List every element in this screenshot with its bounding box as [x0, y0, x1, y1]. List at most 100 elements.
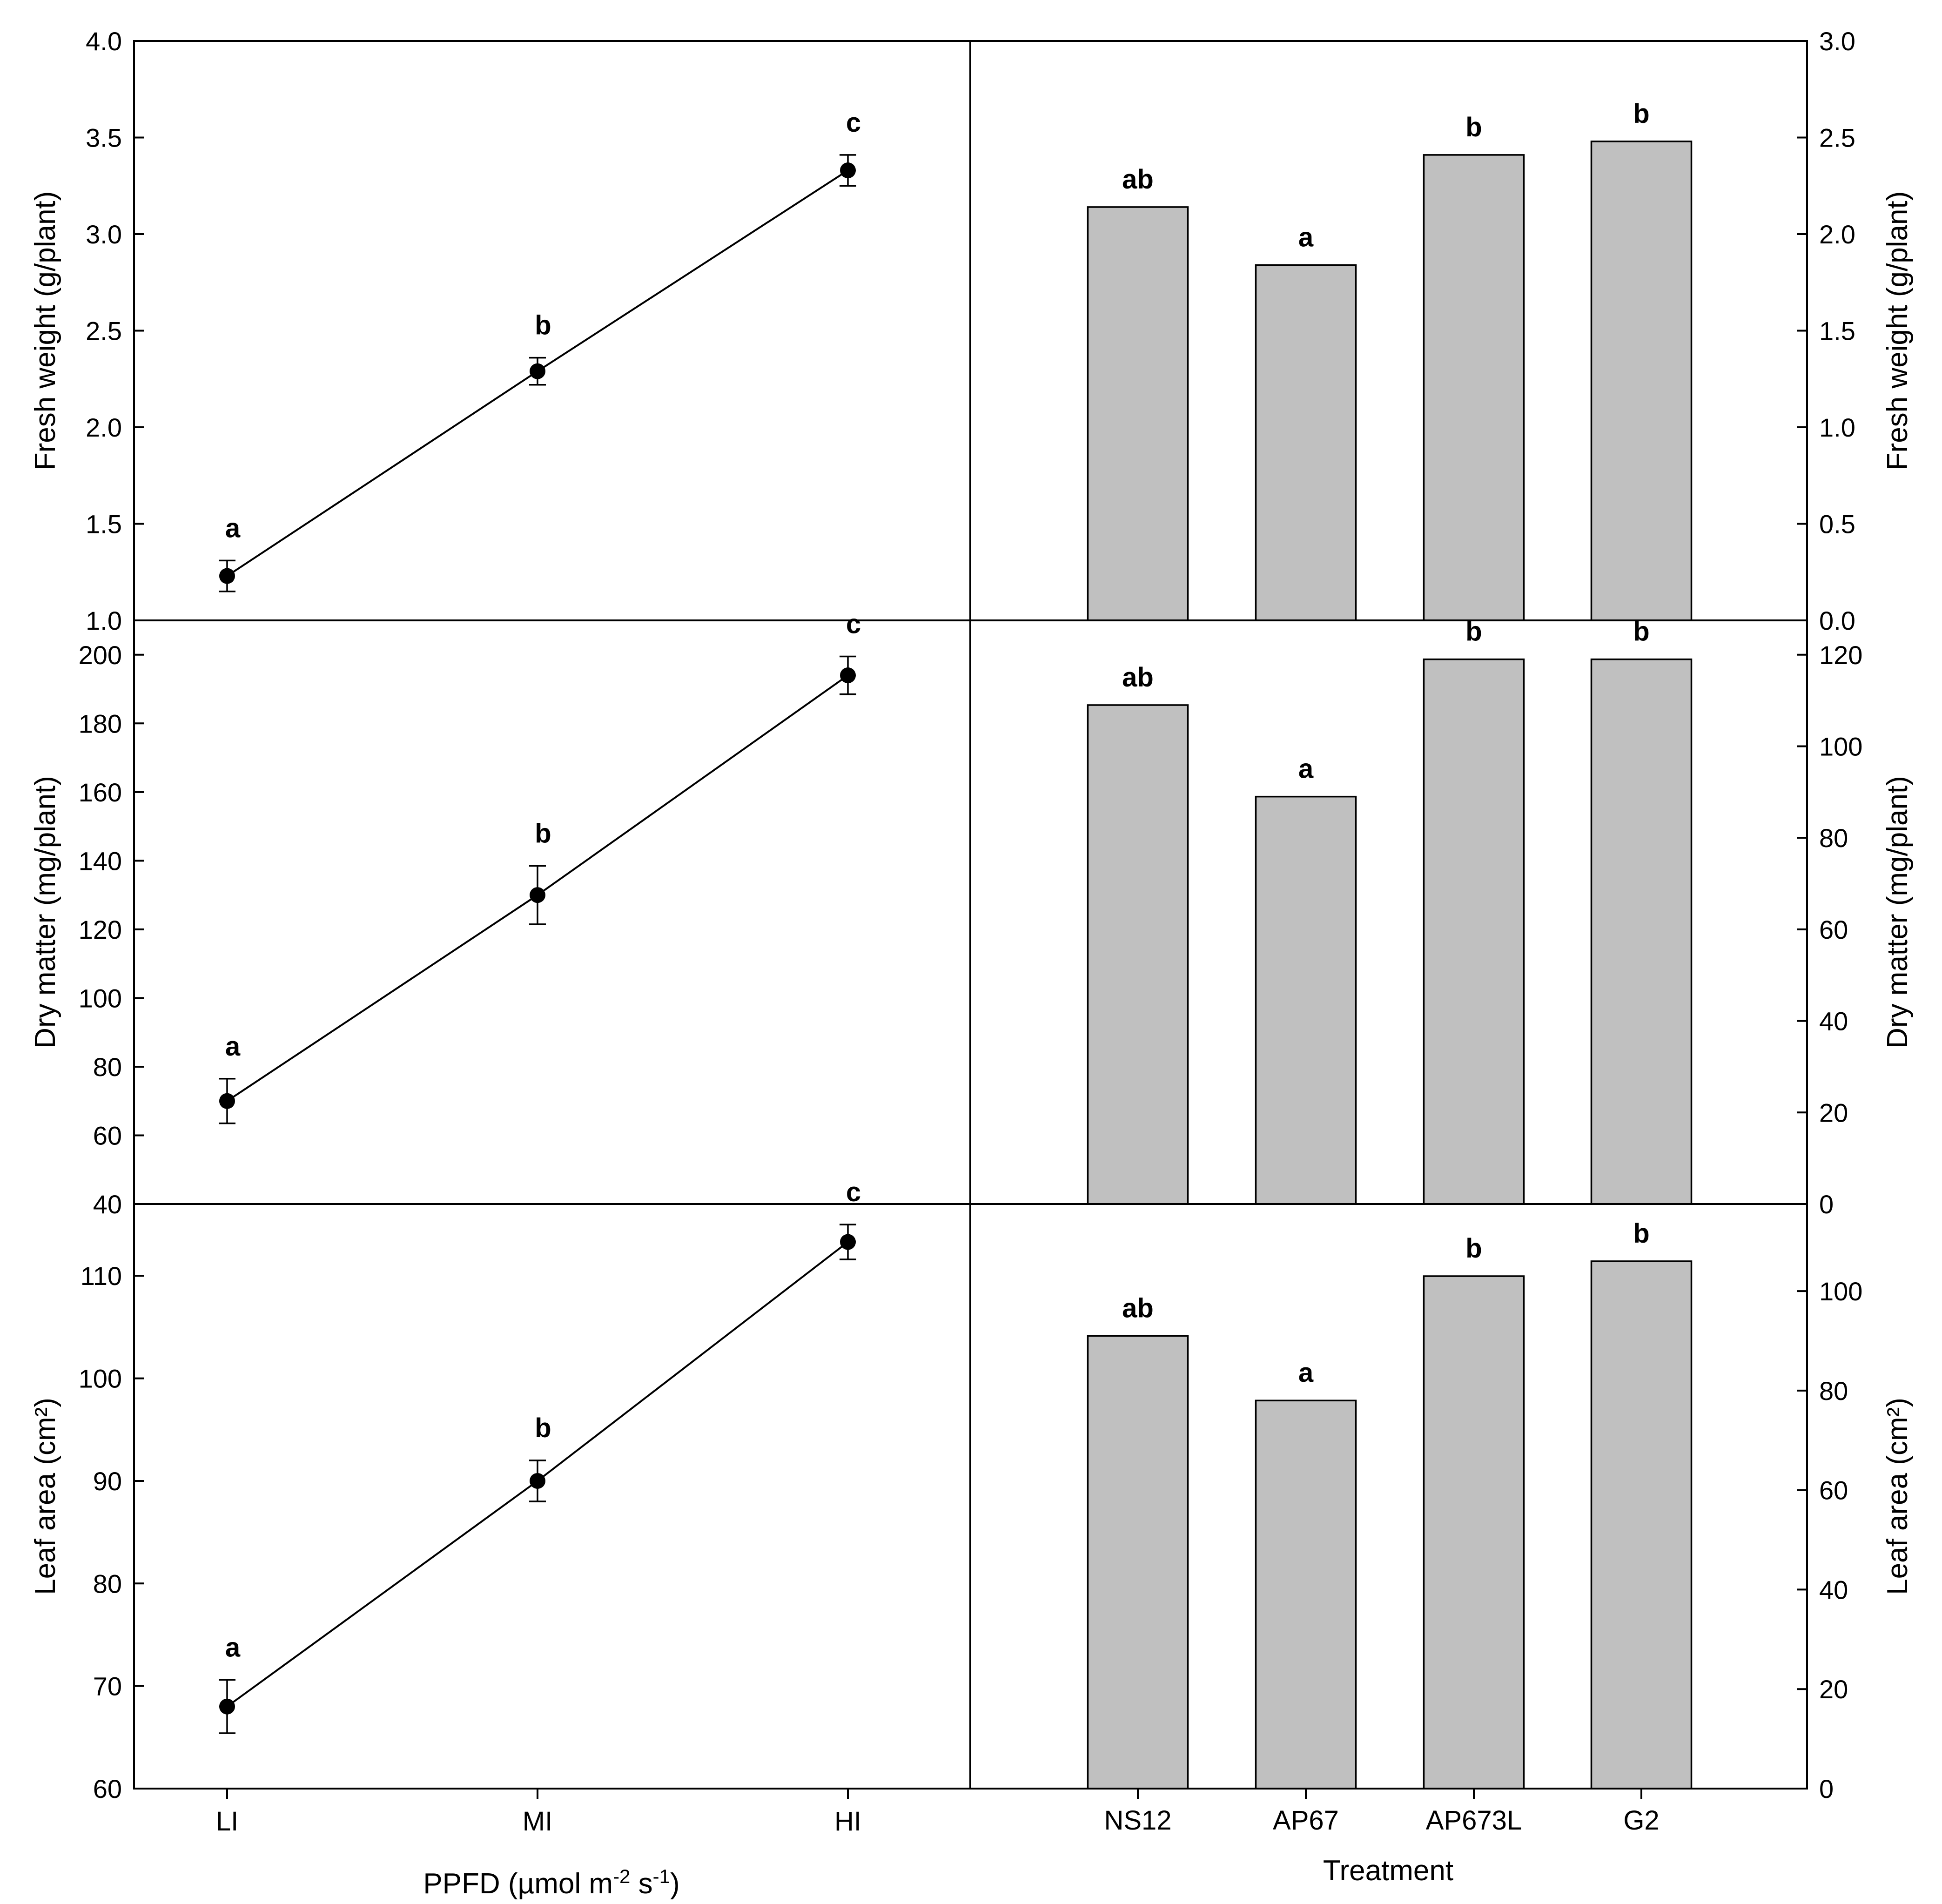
x-axis-title-right: Treatment [1323, 1855, 1453, 1887]
plot-frame [969, 1203, 1808, 1790]
y-tick-label: 100 [1819, 732, 1862, 761]
data-point [219, 1698, 235, 1715]
y-tick-label: 3.0 [1819, 27, 1855, 56]
significance-label: a [225, 1031, 241, 1062]
significance-label: a [225, 1632, 241, 1662]
bar [1590, 1260, 1693, 1790]
bar [1087, 1335, 1189, 1790]
y-tick-label: 60 [93, 1774, 122, 1803]
y-tick-label: 60 [1819, 1476, 1848, 1505]
y-tick-label: 60 [93, 1121, 122, 1150]
y-axis-title: Dry matter (mg/plant) [29, 776, 61, 1049]
y-tick-label: 40 [93, 1190, 122, 1219]
significance-label: b [1633, 99, 1649, 129]
significance-label: b [1465, 1233, 1482, 1264]
x-tick-label: NS12 [1104, 1805, 1171, 1836]
panels: 1.0 1.5 2.0 2.5 3.0 3.5 4.0 Fresh weight (g/pla… [29, 27, 1914, 1837]
y-tick-label: 90 [93, 1467, 122, 1496]
bar [1590, 658, 1693, 1205]
y-tick-label: 0.5 [1819, 510, 1855, 539]
significance-label: ab [1122, 164, 1154, 195]
x-axis-title-left: PPFD (µmol m-2 s-1) [423, 1865, 679, 1900]
y-tick-label: 80 [1819, 823, 1848, 853]
data-point [840, 667, 856, 684]
y-tick-label: 180 [79, 709, 122, 738]
y-tick-label: 4.0 [86, 27, 122, 56]
significance-label: c [846, 108, 861, 138]
y-axis-title: Leaf area (cm²) [29, 1398, 61, 1595]
y-tick-label: 60 [1819, 915, 1848, 944]
plot-frame [133, 40, 971, 621]
significance-label: c [846, 609, 861, 639]
bar [1087, 704, 1189, 1205]
x-tick-label: LI [216, 1806, 238, 1837]
significance-label: b [535, 818, 551, 848]
data-point [530, 1473, 545, 1489]
y-tick-label: 2.0 [1819, 220, 1855, 249]
y-axis-title: Fresh weight (g/plant) [1882, 191, 1914, 471]
y-tick-label: 3.0 [86, 220, 122, 249]
significance-label: a [1298, 754, 1314, 784]
y-tick-label: 40 [1819, 1007, 1848, 1036]
x-tick-label: MI [523, 1806, 552, 1837]
y-tick-label: 3.5 [86, 123, 122, 153]
y-tick-label: 70 [93, 1672, 122, 1701]
bar [1087, 206, 1189, 621]
significance-label: b [535, 310, 551, 341]
bar [1423, 658, 1525, 1205]
y-tick-label: 120 [79, 915, 122, 944]
y-tick-label: 80 [1819, 1376, 1848, 1406]
y-tick-label: 80 [93, 1569, 122, 1598]
y-axis-title: Fresh weight (g/plant) [29, 191, 61, 471]
bar [1423, 1275, 1525, 1790]
y-tick-label: 2.0 [86, 413, 122, 442]
x-tick-label: HI [834, 1806, 861, 1837]
significance-label: b [1633, 617, 1649, 647]
significance-label: ab [1122, 662, 1154, 693]
x-tick-label: AP67 [1273, 1805, 1339, 1836]
bar [1255, 795, 1357, 1205]
plot-frame [133, 1203, 971, 1790]
bar [1255, 264, 1357, 621]
y-tick-label: 1.0 [86, 606, 122, 635]
x-tick-label: AP673L [1426, 1805, 1522, 1836]
data-point [530, 363, 545, 379]
y-axis-title: Leaf area (cm²) [1882, 1398, 1914, 1595]
data-point [840, 1234, 856, 1250]
plot-frame [133, 619, 971, 1205]
data-point [219, 568, 235, 584]
data-point [219, 1093, 235, 1109]
data-point [530, 887, 545, 903]
y-tick-label: 0 [1819, 1190, 1834, 1219]
y-tick-label: 80 [93, 1052, 122, 1082]
y-tick-label: 1.5 [1819, 316, 1855, 346]
y-tick-label: 100 [1819, 1277, 1862, 1306]
y-tick-label: 20 [1819, 1098, 1848, 1127]
y-tick-label: 1.0 [1819, 413, 1855, 442]
significance-label: a [225, 513, 241, 543]
y-tick-label: 40 [1819, 1575, 1848, 1604]
y-tick-label: 20 [1819, 1675, 1848, 1704]
y-tick-label: 100 [79, 1364, 122, 1393]
y-axis-title: Dry matter (mg/plant) [1882, 776, 1914, 1049]
y-tick-label: 120 [1819, 640, 1862, 670]
data-point [840, 162, 856, 179]
significance-label: b [535, 1413, 551, 1443]
significance-label: ab [1122, 1293, 1154, 1323]
y-tick-label: 160 [79, 778, 122, 807]
x-tick-label: G2 [1623, 1805, 1659, 1836]
bar [1255, 1399, 1357, 1790]
y-tick-label: 0 [1819, 1774, 1834, 1803]
y-tick-label: 200 [79, 640, 122, 670]
significance-label: b [1465, 617, 1482, 647]
significance-label: a [1298, 222, 1314, 252]
significance-label: b [1465, 112, 1482, 142]
y-tick-label: 1.5 [86, 510, 122, 539]
y-tick-label: 2.5 [86, 316, 122, 346]
y-tick-label: 110 [81, 1261, 122, 1291]
bar [1423, 154, 1525, 621]
significance-label: a [1298, 1358, 1314, 1388]
y-tick-label: 100 [79, 983, 122, 1013]
y-tick-label: 0.0 [1819, 606, 1855, 635]
